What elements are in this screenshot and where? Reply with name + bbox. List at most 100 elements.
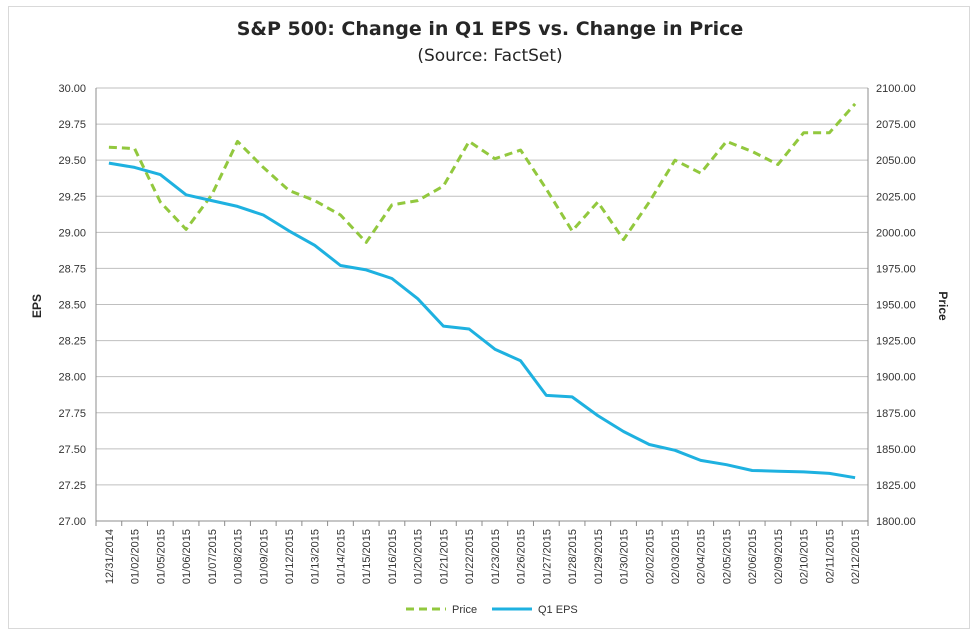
q1-eps-point (391, 277, 393, 279)
x-tick-label: 01/12/2015 (284, 529, 296, 584)
x-tick-label: 02/11/2015 (824, 529, 836, 583)
legend-eps-label: Q1 EPS (538, 604, 578, 616)
price-point (468, 140, 470, 142)
q1-eps-point (288, 230, 290, 232)
x-tick-label: 01/07/2015 (207, 529, 219, 584)
price-point (339, 214, 341, 216)
price-series-line (108, 102, 857, 244)
q1-eps-point (828, 472, 830, 474)
q1-eps-point (571, 396, 573, 398)
grid-layer (96, 87, 868, 522)
price-point (185, 228, 187, 230)
y-left-tick-label: 27.00 (58, 516, 86, 528)
y-left-tick-label: 28.25 (58, 336, 86, 348)
chart-subtitle: (Source: FactSet) (417, 46, 563, 66)
x-tick-label: 02/02/2015 (644, 529, 656, 584)
y-axis-left-title: EPS (30, 294, 44, 318)
axis-layer: 27.00 1800.00 27.25 1825.00 27.50 1850.00 27.7… (58, 83, 915, 584)
x-tick-label: 01/23/2015 (490, 529, 502, 584)
q1-eps-point (854, 477, 856, 479)
price-point (802, 132, 804, 134)
price-point (777, 163, 779, 165)
q1-eps-point (777, 470, 779, 472)
price-point (751, 150, 753, 152)
q1-eps-point (159, 173, 161, 175)
x-tick-label: 02/10/2015 (799, 529, 811, 584)
x-tick-label: 02/05/2015 (721, 529, 733, 584)
legend-price-label: Price (452, 604, 477, 616)
q1-eps-point (519, 360, 521, 362)
price-point (725, 140, 727, 142)
price-point (545, 188, 547, 190)
price-point (365, 241, 367, 243)
q1-eps-point (725, 464, 727, 466)
q1-eps-point (622, 430, 624, 432)
price-point (391, 204, 393, 206)
y-left-tick-label: 29.75 (58, 119, 86, 131)
y-right-tick-label: 1900.00 (876, 372, 916, 384)
series-layer (108, 102, 857, 480)
price-point (494, 158, 496, 160)
price-point (700, 172, 702, 174)
y-left-tick-label: 29.25 (58, 191, 86, 203)
price-point (314, 199, 316, 201)
y-right-tick-label: 1800.00 (876, 516, 916, 528)
y-right-tick-label: 1825.00 (876, 480, 916, 492)
q1-eps-point (236, 205, 238, 207)
chart-title: S&P 500: Change in Q1 EPS vs. Change in … (236, 18, 744, 40)
q1-eps-point (262, 214, 264, 216)
x-tick-label: 12/31/2014 (104, 529, 116, 584)
y-left-tick-label: 29.50 (58, 155, 86, 167)
price-point (571, 230, 573, 232)
y-right-tick-label: 2025.00 (876, 191, 916, 203)
price-point (597, 201, 599, 203)
q1-eps-point (468, 328, 470, 330)
price-point (416, 199, 418, 201)
x-tick-label: 01/05/2015 (155, 529, 167, 584)
x-tick-label: 01/30/2015 (619, 529, 631, 584)
price-point (854, 103, 856, 105)
x-tick-label: 02/03/2015 (670, 529, 682, 584)
x-tick-label: 02/12/2015 (850, 529, 862, 584)
x-tick-label: 01/13/2015 (310, 529, 322, 584)
q1-eps-point (185, 194, 187, 196)
y-left-tick-label: 28.00 (58, 372, 86, 384)
q1-eps-point (339, 264, 341, 266)
y-left-tick-label: 27.50 (58, 444, 86, 456)
y-right-tick-label: 2100.00 (876, 83, 916, 95)
y-left-tick-label: 30.00 (58, 83, 86, 95)
y-left-tick-label: 27.25 (58, 480, 86, 492)
x-tick-label: 01/16/2015 (387, 529, 399, 584)
y-right-tick-label: 2050.00 (876, 155, 916, 167)
x-tick-label: 01/08/2015 (233, 529, 245, 584)
x-tick-label: 01/20/2015 (413, 529, 425, 584)
y-right-tick-label: 1875.00 (876, 408, 916, 420)
q1-eps-point (314, 244, 316, 246)
x-tick-label: 01/28/2015 (567, 529, 579, 584)
price-point (108, 146, 110, 148)
y-left-tick-label: 27.75 (58, 408, 86, 420)
price-point (262, 166, 264, 168)
price-point (442, 185, 444, 187)
q1-eps-point (674, 449, 676, 451)
x-tick-label: 01/06/2015 (181, 529, 193, 584)
price-point (159, 201, 161, 203)
price-point (622, 238, 624, 240)
q1-eps-point (648, 443, 650, 445)
x-tick-label: 02/09/2015 (773, 529, 785, 584)
y-axis-right-title: Price (936, 291, 950, 321)
price-point (288, 189, 290, 191)
y-right-tick-label: 1850.00 (876, 444, 916, 456)
y-right-tick-label: 2075.00 (876, 119, 916, 131)
x-tick-label: 01/29/2015 (593, 529, 605, 584)
price-point (211, 194, 213, 196)
x-tick-label: 01/15/2015 (361, 529, 373, 584)
q1-eps-point (133, 166, 135, 168)
price-point (133, 147, 135, 149)
x-tick-label: 01/09/2015 (258, 529, 270, 584)
x-tick-label: 01/22/2015 (464, 529, 476, 584)
q1-eps-point (494, 348, 496, 350)
x-tick-label: 01/21/2015 (438, 529, 450, 584)
x-tick-label: 01/26/2015 (516, 529, 528, 584)
